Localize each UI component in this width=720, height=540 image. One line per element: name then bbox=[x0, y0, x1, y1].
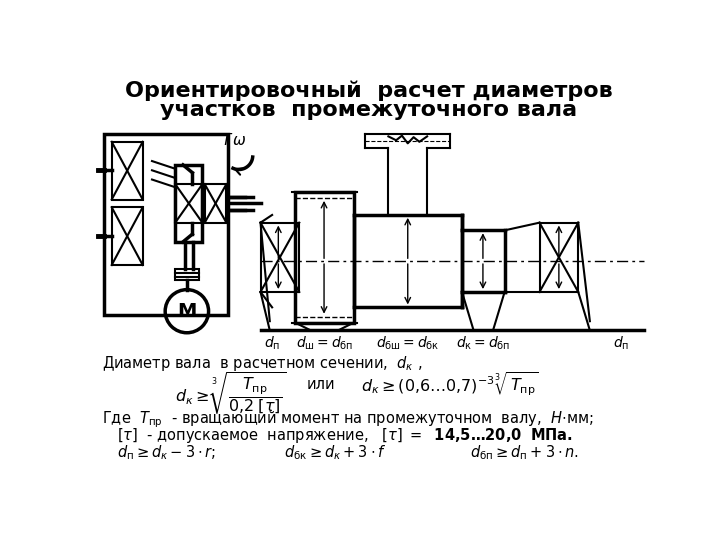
Text: $d_{\text{бк}} \geq d_{\kappa} + 3 \cdot f$: $d_{\text{бк}} \geq d_{\kappa} + 3 \cdot… bbox=[284, 443, 387, 462]
Text: $[\tau]$  - допускаемое  напряжение,   $[\tau]$ $=$  $\mathbf{14{,}5 \ldots 20{,: $[\tau]$ - допускаемое напряжение, $[\ta… bbox=[117, 426, 573, 445]
Text: $d_\text{п}$: $d_\text{п}$ bbox=[264, 334, 280, 352]
Text: Ориентировочный  расчет диаметров: Ориентировочный расчет диаметров bbox=[125, 80, 613, 100]
Text: $d_{\text{бп}} \geq d_{\text{п}} + 3 \cdot n.$: $d_{\text{бп}} \geq d_{\text{п}} + 3 \cd… bbox=[469, 443, 579, 462]
Text: $d_\text{ш}= d_\text{бп}$: $d_\text{ш}= d_\text{бп}$ bbox=[296, 334, 354, 352]
Text: $d_\text{п}$: $d_\text{п}$ bbox=[613, 334, 629, 352]
Text: $d_\text{бш}= d_\text{бк}$: $d_\text{бш}= d_\text{бк}$ bbox=[376, 334, 439, 352]
Bar bbox=[112, 207, 143, 265]
Text: ω: ω bbox=[233, 132, 246, 147]
Text: или: или bbox=[307, 377, 336, 392]
Bar bbox=[539, 222, 578, 292]
Bar bbox=[204, 184, 226, 222]
Text: Диаметр вала  в расчетном сечении,  $d_{\kappa}$ ,: Диаметр вала в расчетном сечении, $d_{\k… bbox=[102, 354, 422, 373]
Bar bbox=[175, 165, 202, 242]
Text: T: T bbox=[221, 132, 230, 147]
Text: $d_\text{к}= d_\text{бп}$: $d_\text{к}= d_\text{бп}$ bbox=[456, 334, 511, 352]
Bar bbox=[104, 134, 228, 315]
Bar bbox=[175, 269, 199, 280]
Text: $d_{\text{п}} \geq d_{\kappa} - 3 \cdot r$;: $d_{\text{п}} \geq d_{\kappa} - 3 \cdot … bbox=[117, 443, 216, 462]
Bar bbox=[261, 222, 300, 292]
Text: Где  $T_{\text{пр}}$  - вращающий момент на промежуточном  валу,  $H{\cdot}$мм;: Где $T_{\text{пр}}$ - вращающий момент н… bbox=[102, 409, 593, 430]
Text: M: M bbox=[177, 302, 197, 321]
Bar bbox=[295, 192, 354, 323]
Bar bbox=[112, 142, 143, 200]
Text: $d_{\kappa} \geq (0{,}6 \ldots 0{,}7)^{-3}\sqrt[3]{\,T_{\text{пр}}}$: $d_{\kappa} \geq (0{,}6 \ldots 0{,}7)^{-… bbox=[361, 370, 539, 398]
Bar bbox=[175, 184, 202, 222]
Text: участков  промежуточного вала: участков промежуточного вала bbox=[161, 100, 577, 120]
Text: $d_{\kappa} \geq \sqrt[3]{\dfrac{T_{\text{пр}}}{0{,}2\;[\tau]}}$: $d_{\kappa} \geq \sqrt[3]{\dfrac{T_{\tex… bbox=[175, 370, 287, 417]
